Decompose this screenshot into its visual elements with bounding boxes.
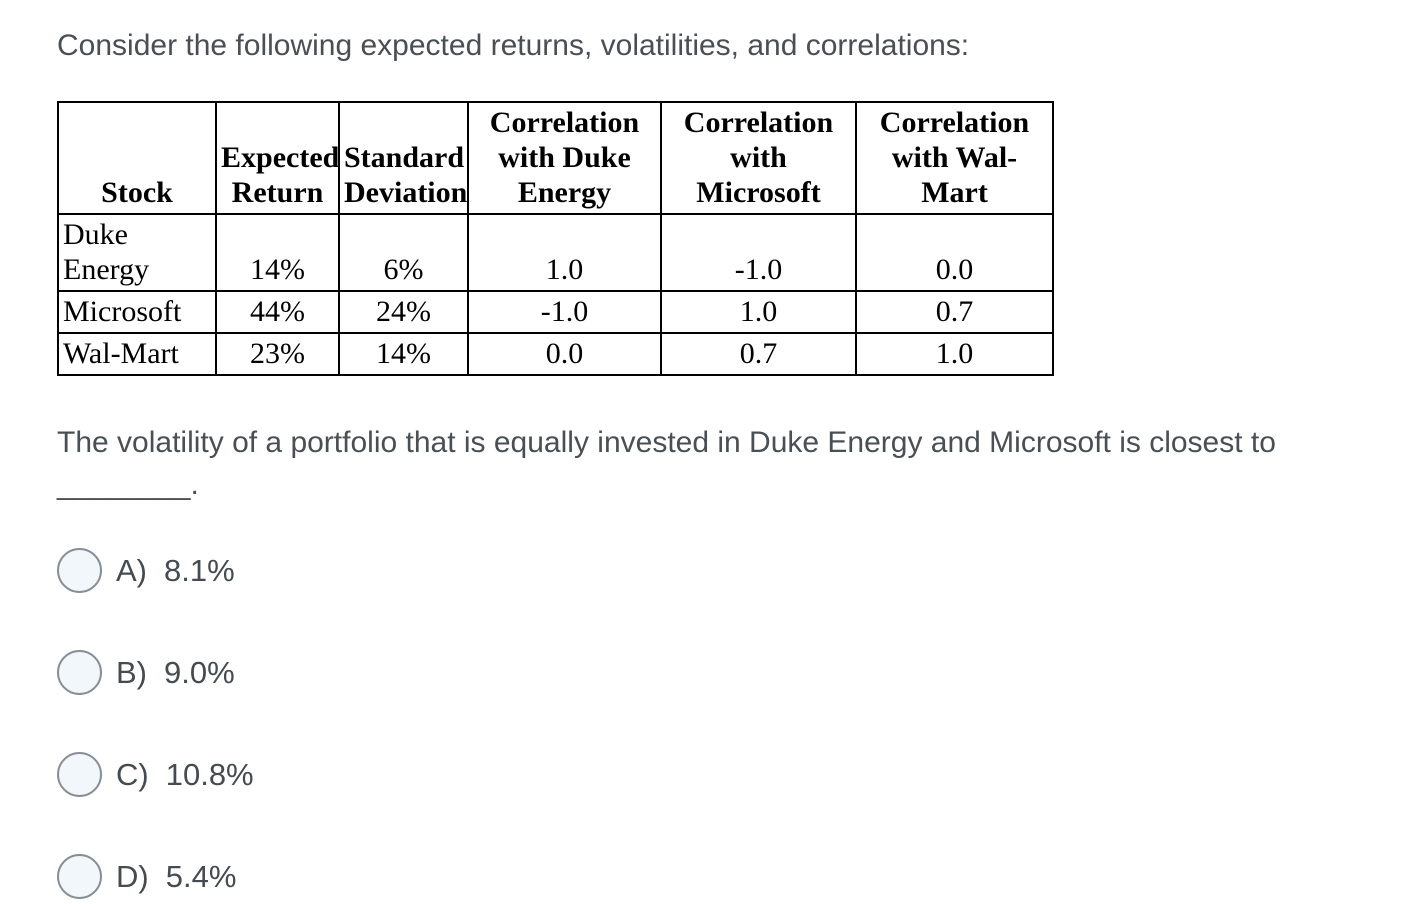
table-cell: 14%: [215, 213, 340, 292]
table-row-microsoft: Microsoft 44% 24% -1.0 1.0 0.7: [57, 290, 1054, 334]
option-value: 10.8%: [165, 756, 254, 792]
radio-button-c[interactable]: [57, 752, 102, 797]
table-cell: -1.0: [660, 213, 857, 292]
table-row-wal-mart: Wal-Mart 23% 14% 0.0 0.7 1.0: [57, 332, 1054, 376]
answer-option-b[interactable]: B) 9.0%: [57, 650, 1371, 695]
table-cell: 24%: [338, 290, 469, 334]
table-cell: 0.7: [855, 290, 1054, 334]
option-value: 9.0%: [164, 654, 235, 690]
table-cell: 1.0: [660, 290, 857, 334]
table-cell: 6%: [338, 213, 469, 292]
option-letter: B): [116, 654, 147, 690]
radio-button-a[interactable]: [57, 548, 102, 593]
table-row-duke-energy: Duke Energy 14% 6% 1.0 -1.0 0.0: [57, 213, 1054, 292]
option-value: 5.4%: [165, 858, 237, 894]
table-cell: 23%: [215, 332, 340, 376]
option-value: 8.1%: [164, 552, 235, 588]
table-cell: 1.0: [855, 332, 1054, 376]
table-header-row: Stock Expected Return Standard Deviation…: [57, 101, 1054, 215]
question-text: The volatility of a portfolio that is eq…: [57, 426, 1276, 501]
table-cell: 0.7: [660, 332, 857, 376]
col-header-corr-microsoft: Correlation with Microsoft: [660, 101, 857, 215]
option-letter: D): [116, 858, 149, 894]
radio-button-b[interactable]: [57, 650, 102, 695]
col-header-corr-wal-mart: Correlation with Wal-Mart: [855, 101, 1054, 215]
returns-correlations-table: Stock Expected Return Standard Deviation…: [57, 101, 1054, 376]
cell-stock-name: Wal-Mart: [57, 332, 217, 376]
question-intro: Consider the following expected returns,…: [57, 29, 970, 62]
option-letter: C): [116, 756, 149, 792]
table-cell: 0.0: [855, 213, 1054, 292]
answer-option-c[interactable]: C) 10.8%: [57, 752, 1371, 797]
col-header-corr-duke-energy: Correlation with Duke Energy: [467, 101, 662, 215]
col-header-expected-return: Expected Return: [215, 101, 340, 215]
answer-option-a[interactable]: A) 8.1%: [57, 548, 1371, 593]
table-cell: 44%: [215, 290, 340, 334]
option-letter: A): [116, 552, 147, 588]
answer-options: A) 8.1% B) 9.0% C) 10.8% D) 5.4%: [57, 548, 1371, 899]
table-cell: 1.0: [467, 213, 662, 292]
table-cell: 0.0: [467, 332, 662, 376]
col-header-standard-deviation: Standard Deviation: [338, 101, 469, 215]
cell-stock-name: Duke Energy: [57, 213, 217, 292]
cell-stock-name: Microsoft: [57, 290, 217, 334]
table-cell: 14%: [338, 332, 469, 376]
table-cell: -1.0: [467, 290, 662, 334]
radio-button-d[interactable]: [57, 854, 102, 899]
answer-option-d[interactable]: D) 5.4%: [57, 854, 1371, 899]
col-header-stock: Stock: [57, 101, 217, 215]
